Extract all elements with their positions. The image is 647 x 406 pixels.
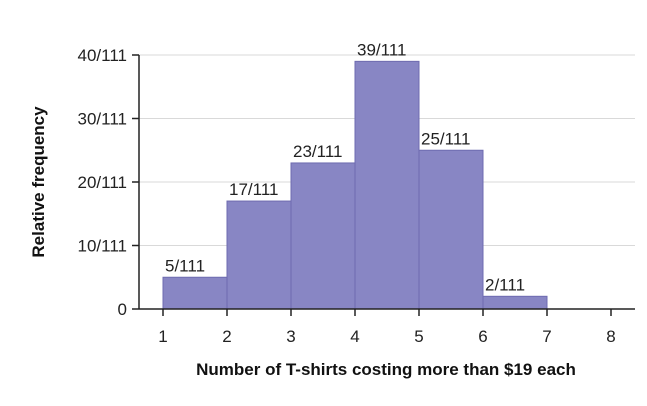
x-tick-label: 6 (478, 327, 487, 346)
histogram-bar (226, 200, 292, 310)
y-tick-label: 40/111 (78, 46, 127, 65)
x-tick-label: 4 (350, 327, 359, 346)
y-tick-label: 20/111 (78, 173, 127, 192)
bar-value-label: 17/111 (229, 180, 278, 199)
x-axis-title: Number of T-shirts costing more than $19… (196, 360, 576, 379)
x-tick-label: 5 (414, 327, 423, 346)
bar-value-label: 23/111 (293, 142, 342, 161)
bar-value-label: 39/111 (357, 40, 406, 59)
histogram-bar (354, 60, 420, 310)
histogram-bar (482, 295, 548, 310)
y-tick-label: 30/111 (78, 110, 127, 129)
x-tick-label: 8 (606, 327, 615, 346)
y-tick-label: 0 (118, 300, 127, 319)
bar-value-label: 25/111 (421, 129, 470, 148)
x-tick-label: 7 (542, 327, 551, 346)
histogram-bar (418, 149, 484, 310)
bar-value-label: 5/111 (165, 256, 205, 275)
x-tick-label: 2 (222, 327, 231, 346)
x-tick-label: 3 (286, 327, 295, 346)
histogram-bar (162, 276, 228, 310)
bar-value-label: 2/111 (485, 275, 525, 294)
y-tick-label: 10/111 (78, 237, 127, 256)
bars (162, 60, 548, 310)
data-labels: 5/111 17/111 23/111 39/111 25/111 2/111 (165, 40, 525, 294)
x-tick-label: 1 (158, 327, 167, 346)
y-axis-title: Relative frequency (29, 106, 48, 258)
axes: 0 10/111 20/111 30/111 40/111 1 2 3 4 5 6 7 8 (78, 46, 635, 346)
histogram-bar (290, 162, 356, 310)
